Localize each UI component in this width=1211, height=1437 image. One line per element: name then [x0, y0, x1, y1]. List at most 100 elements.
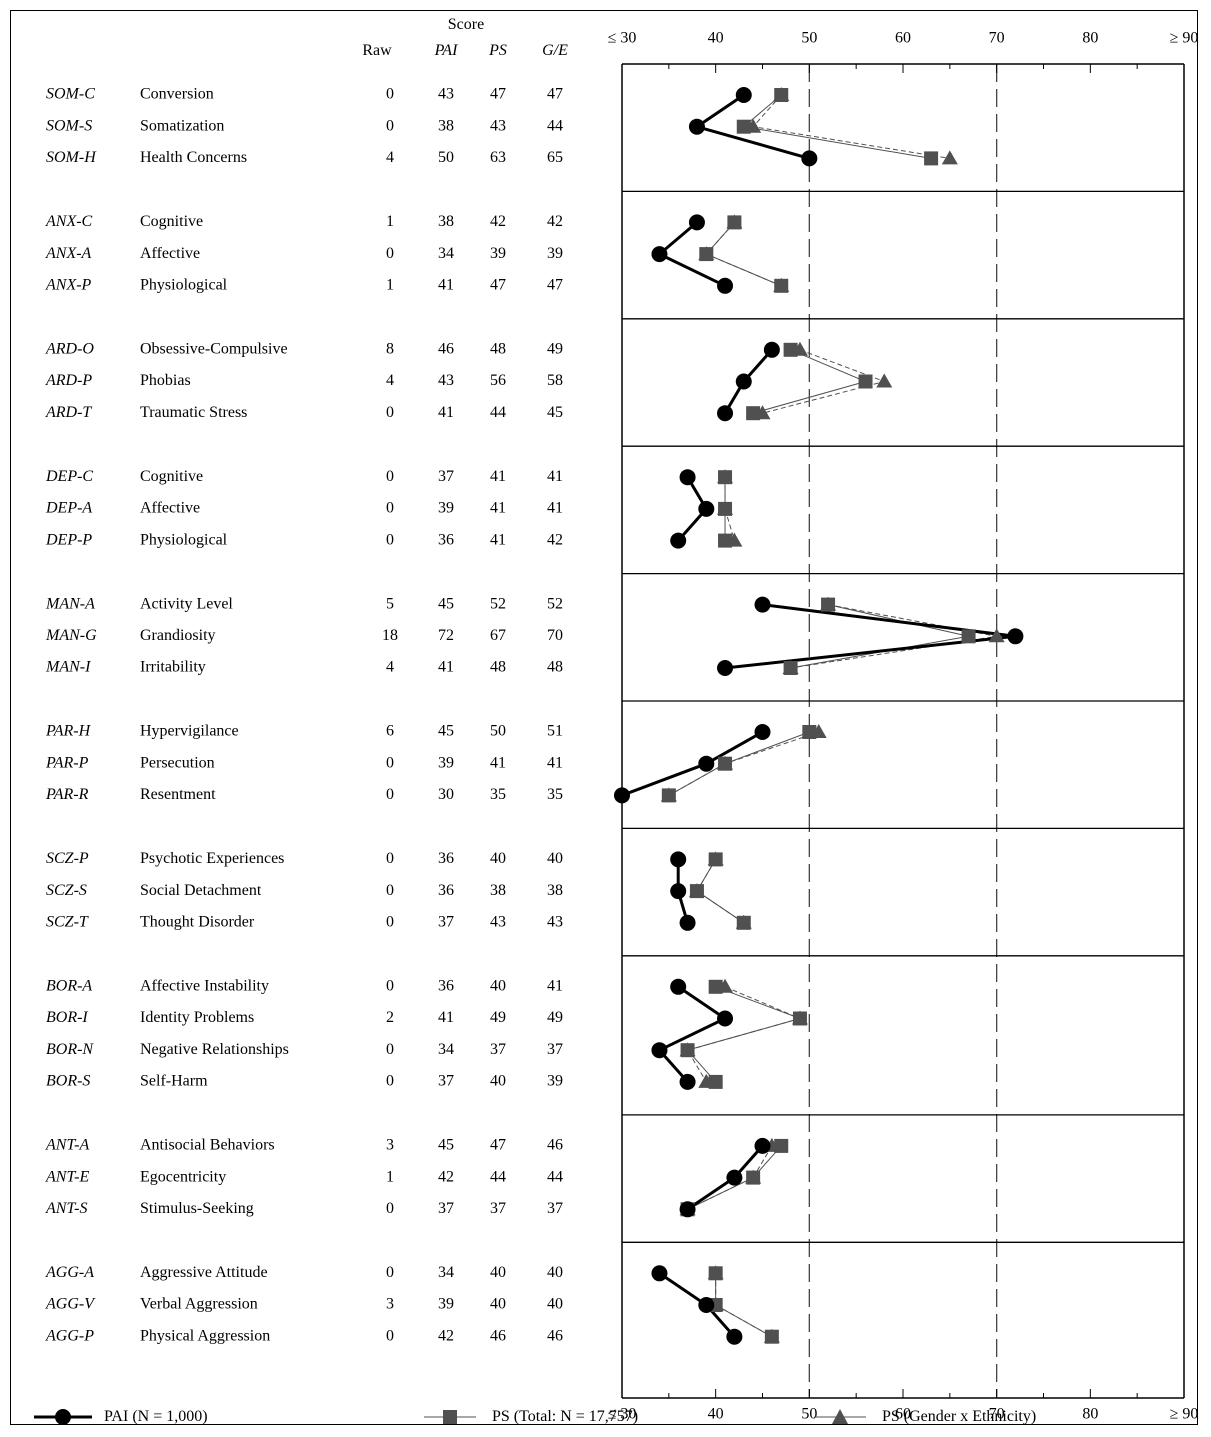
pai-score: 45	[438, 723, 454, 740]
pai-score: 41	[438, 1009, 454, 1026]
pai-series-line	[656, 221, 726, 288]
legend-pai-marker	[34, 1409, 92, 1425]
scale-code: PAR-R	[45, 786, 89, 803]
top-tick-label: ≥ 90	[1170, 30, 1199, 47]
raw-score: 4	[386, 149, 394, 166]
scale-code: ANT-S	[45, 1200, 87, 1217]
scale-name: Somatization	[140, 117, 224, 134]
ps-marker	[924, 151, 939, 166]
ge-score: 40	[547, 1264, 563, 1281]
top-tick-label: 40	[708, 30, 724, 47]
ge-score: 47	[547, 276, 563, 293]
ps-marker	[680, 1043, 695, 1058]
ps-score: 49	[490, 1009, 506, 1026]
raw-score: 0	[386, 468, 394, 485]
ps-marker	[718, 470, 733, 485]
score-header: Score	[447, 16, 485, 33]
ps-marker	[736, 119, 751, 134]
raw-score: 0	[386, 913, 394, 930]
ps-score: 40	[490, 1264, 506, 1281]
scale-name: Social Detachment	[140, 882, 262, 899]
ps-score: 63	[490, 149, 506, 166]
scale-name: Verbal Aggression	[140, 1296, 258, 1313]
ge-score: 48	[547, 659, 563, 676]
ge-score: 70	[547, 627, 563, 644]
scale-code: AGG-P	[45, 1327, 94, 1344]
raw-score: 1	[386, 276, 394, 293]
bottom-tick-label: ≥ 90	[1170, 1406, 1199, 1423]
pai-marker	[801, 150, 818, 167]
pai-marker	[670, 851, 687, 868]
ps-marker	[783, 661, 798, 675]
pai-marker	[651, 1265, 668, 1282]
pai-marker	[717, 277, 734, 294]
scale-name: Activity Level	[140, 595, 233, 612]
scale-code: ANT-E	[45, 1168, 89, 1185]
ge-score: 45	[547, 404, 563, 421]
raw-score: 0	[386, 850, 394, 867]
ps-score: 43	[490, 913, 506, 930]
scale-code: SOM-H	[46, 149, 97, 166]
scale-name: Negative Relationships	[140, 1041, 289, 1058]
pai-marker	[651, 246, 668, 263]
scale-code: ARD-P	[45, 372, 92, 389]
raw-score: 5	[386, 595, 394, 612]
scale-name: Thought Disorder	[140, 913, 255, 930]
pai-marker	[688, 118, 705, 135]
pai-marker	[688, 214, 705, 231]
pai-marker	[763, 341, 780, 358]
legend-ps-ge-marker	[814, 1409, 866, 1424]
ps-marker	[708, 1266, 723, 1281]
scale-code: PAR-H	[45, 723, 92, 740]
scale-code: SOM-S	[46, 117, 92, 134]
pai-column-header: PAI	[434, 42, 458, 59]
scale-name: Phobias	[140, 372, 191, 389]
ge-score: 42	[547, 213, 563, 230]
top-tick-label: 70	[989, 30, 1005, 47]
scale-name: Aggressive Attitude	[140, 1264, 268, 1281]
raw-score: 0	[386, 1327, 394, 1344]
ps-score: 50	[490, 723, 506, 740]
pai-score: 39	[438, 754, 454, 771]
ps-marker	[708, 979, 723, 994]
ps-score: 56	[490, 372, 506, 389]
ps-score: 39	[490, 245, 506, 262]
ge-score: 46	[547, 1327, 563, 1344]
raw-score: 0	[386, 245, 394, 262]
raw-score: 8	[386, 340, 394, 357]
scale-code: BOR-S	[46, 1073, 90, 1090]
ge-score: 41	[547, 500, 563, 517]
ge-marker	[941, 150, 958, 165]
bottom-tick-label: 40	[708, 1406, 724, 1423]
ge-score: 35	[547, 786, 563, 803]
raw-column-header: Raw	[362, 42, 392, 59]
pai-score: 34	[438, 1041, 454, 1058]
pai-score: 42	[438, 1168, 454, 1185]
ps-score: 37	[490, 1200, 506, 1217]
ge-score: 37	[547, 1041, 563, 1058]
raw-score: 0	[386, 786, 394, 803]
ps-series-line	[696, 859, 745, 924]
raw-score: 0	[386, 1264, 394, 1281]
scale-name: Identity Problems	[140, 1009, 254, 1026]
raw-score: 4	[386, 659, 394, 676]
ps-score: 38	[490, 882, 506, 899]
scale-name: Affective	[140, 500, 200, 517]
ps-marker	[699, 247, 714, 262]
pai-score: 50	[438, 149, 454, 166]
ps-score: 37	[490, 1041, 506, 1058]
ge-score: 41	[547, 468, 563, 485]
raw-score: 0	[386, 500, 394, 517]
scale-name: Traumatic Stress	[140, 404, 247, 421]
raw-score: 18	[382, 627, 398, 644]
scale-code: AGG-A	[45, 1264, 94, 1281]
ge-score: 46	[547, 1137, 563, 1154]
top-tick-label: 60	[895, 30, 911, 47]
bottom-tick-label: 80	[1082, 1406, 1098, 1423]
pai-score: 36	[438, 531, 454, 548]
scale-name: Irritability	[140, 659, 206, 676]
ps-marker	[689, 884, 704, 899]
pai-score: 41	[438, 659, 454, 676]
scale-code: PAR-P	[45, 754, 89, 771]
pai-score: 45	[438, 595, 454, 612]
